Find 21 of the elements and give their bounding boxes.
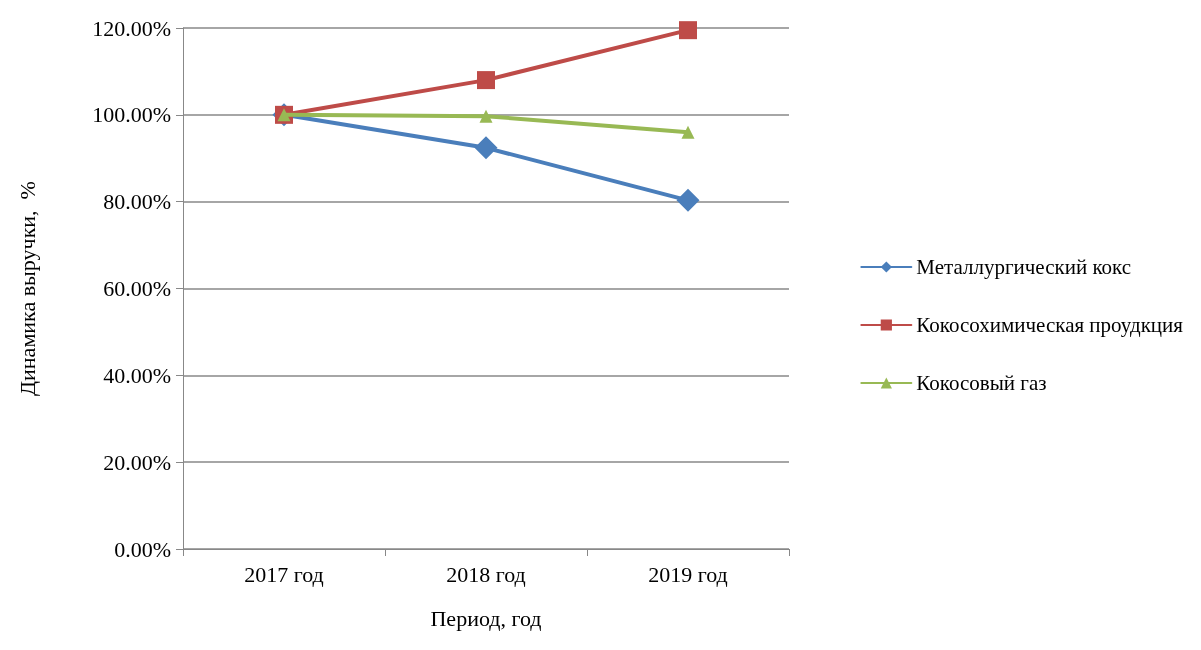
x-tick-label: 2017 год	[244, 561, 324, 587]
x-tick-label: 2018 год	[446, 561, 526, 587]
y-tick-label: 60.00%	[103, 276, 171, 301]
point	[681, 125, 695, 139]
y-tick-label: 40.00%	[103, 362, 171, 388]
legend-label: Кокосовый газ	[916, 371, 1047, 395]
y-tick-label: 20.00%	[103, 449, 171, 475]
x-axis-title: Период, год	[430, 605, 542, 631]
point	[676, 188, 700, 212]
x-tick-label: 2019 год	[648, 561, 728, 587]
legend-label: Металлургический кокс	[916, 255, 1132, 279]
point	[474, 136, 498, 160]
y-tick-label: 100.00%	[92, 102, 171, 128]
point	[679, 21, 697, 40]
point	[479, 109, 493, 123]
y-tick-label: 80.00%	[103, 189, 171, 215]
y-axis-title: Динамика выручки, %	[14, 181, 40, 396]
y-tick-label: 120.00%	[92, 15, 171, 41]
point	[477, 71, 495, 90]
y-tick-label: 0.00%	[114, 536, 171, 562]
legend-label: Кокосохимическая проудкция	[916, 313, 1184, 337]
